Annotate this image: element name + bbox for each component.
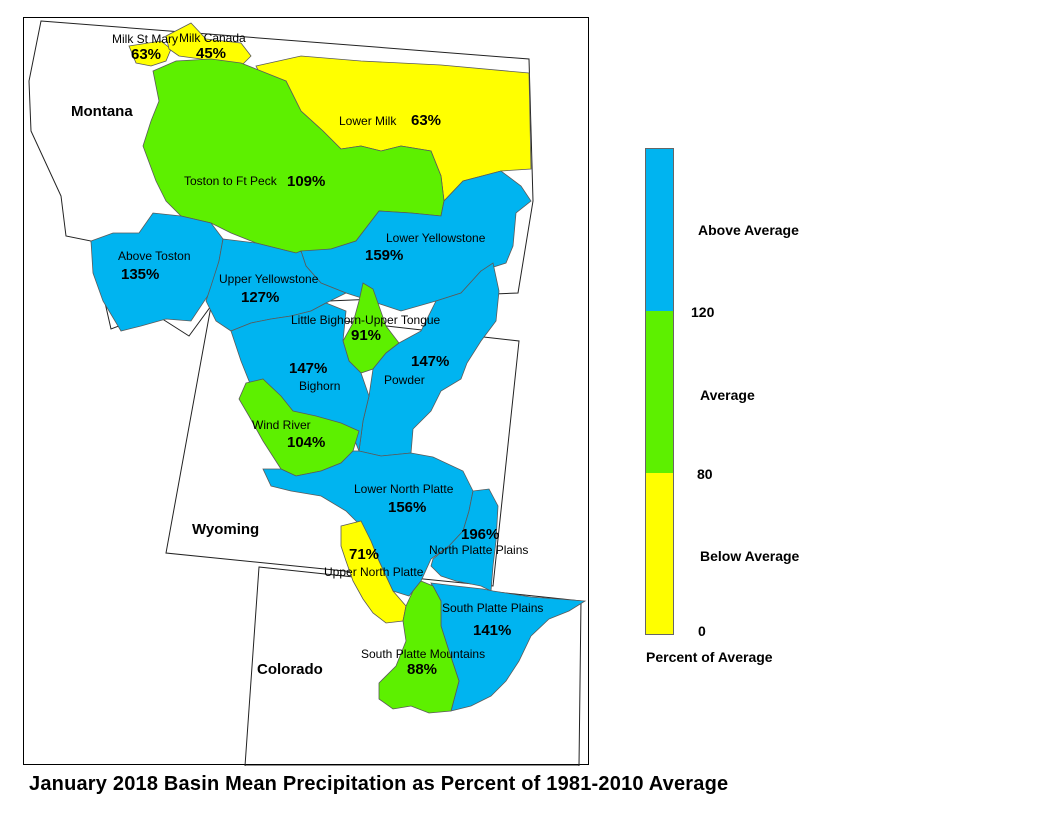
legend-break-120: 120 (691, 304, 715, 320)
basin-pct-wind-river: 104% (287, 434, 325, 451)
basin-name-milk-st-mary: Milk St Mary (112, 32, 178, 46)
basin-map: Montana Wyoming Colorado Milk St Mary 63… (28, 20, 587, 766)
basin-name-wind-river: Wind River (252, 418, 311, 432)
basin-pct-little-bighorn: 91% (351, 327, 381, 344)
basin-pct-south-platte-mountains: 88% (407, 661, 437, 678)
basin-pct-south-platte-plains: 141% (473, 622, 511, 639)
basin-name-south-platte-mountains: South Platte Mountains (361, 647, 485, 661)
basin-name-above-toston: Above Toston (118, 249, 191, 263)
legend-label-above: Above Average (698, 222, 799, 238)
basin-name-upper-north-platte: Upper North Platte (324, 565, 424, 579)
basin-name-bighorn: Bighorn (299, 379, 340, 393)
basin-pct-toston-ft-peck: 109% (287, 173, 325, 190)
state-label-wyoming: Wyoming (192, 521, 259, 538)
basin-name-toston-ft-peck: Toston to Ft Peck (184, 174, 278, 188)
basin-name-lower-north-platte: Lower North Platte (354, 482, 454, 496)
legend-label-average: Average (700, 387, 755, 403)
legend-label-below: Below Average (700, 548, 800, 564)
basin-name-upper-yellowstone: Upper Yellowstone (219, 272, 319, 286)
map-frame: Montana Wyoming Colorado Milk St Mary 63… (23, 17, 589, 766)
map-title: January 2018 Basin Mean Precipitation as… (29, 773, 729, 795)
basin-name-lower-yellowstone: Lower Yellowstone (386, 231, 486, 245)
basin-name-milk-canada: Milk Canada (179, 31, 246, 45)
basin-powder (358, 262, 500, 457)
legend-swatch-above (645, 148, 674, 311)
basin-pct-lower-north-platte: 156% (388, 499, 426, 516)
legend-break-0: 0 (698, 623, 706, 639)
basin-north-platte-plains (430, 488, 499, 592)
basin-pct-north-platte-plains: 196% (461, 526, 499, 543)
basin-south-platte-mountains (378, 580, 460, 714)
basin-pct-upper-north-platte: 71% (349, 546, 379, 563)
legend-swatch-average (645, 311, 674, 473)
basin-name-little-bighorn: Little Bighorn-Upper Tongue (291, 313, 441, 327)
basin-pct-lower-milk: 63% (411, 112, 441, 129)
basin-pct-milk-canada: 45% (196, 45, 226, 62)
basin-name-south-platte-plains: South Platte Plains (442, 601, 543, 615)
legend-swatch-below (645, 473, 674, 635)
basin-pct-milk-st-mary: 63% (131, 46, 161, 63)
state-label-colorado: Colorado (257, 661, 323, 678)
basin-upper-north-platte (340, 520, 407, 624)
basin-name-powder: Powder (384, 373, 425, 387)
basin-milk-st-mary (128, 40, 172, 67)
basin-name-lower-milk: Lower Milk (339, 114, 397, 128)
basin-name-north-platte-plains: North Platte Plains (429, 543, 528, 557)
wyoming-outline (165, 305, 520, 587)
legend-break-80: 80 (697, 466, 713, 482)
basin-pct-upper-yellowstone: 127% (241, 289, 279, 306)
state-label-montana: Montana (71, 103, 133, 120)
legend-caption: Percent of Average (646, 649, 773, 665)
basin-pct-bighorn: 147% (289, 360, 327, 377)
basin-pct-above-toston: 135% (121, 266, 159, 283)
basin-pct-lower-yellowstone: 159% (365, 247, 403, 264)
basin-pct-powder: 147% (411, 353, 449, 370)
